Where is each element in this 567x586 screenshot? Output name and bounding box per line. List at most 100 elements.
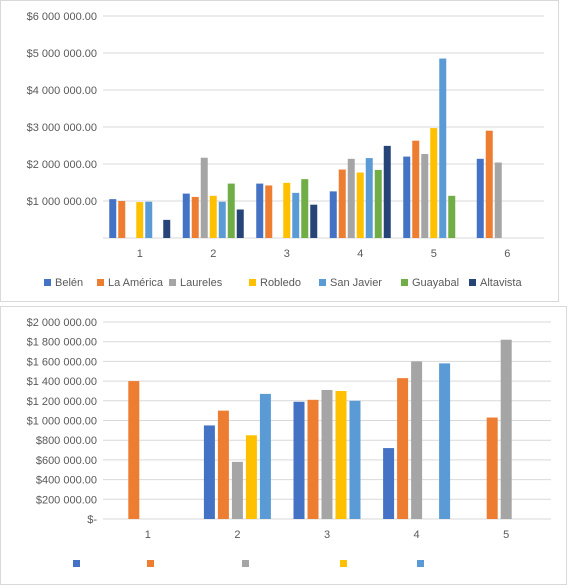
top-bar	[109, 199, 117, 238]
bottom-ytick-label: $800 000.00	[36, 435, 97, 447]
top-xtick-label: 1	[137, 248, 143, 260]
bottom-bar	[231, 461, 243, 519]
top-bar	[403, 156, 411, 238]
bottom-ytick-label: $400 000.00	[36, 475, 97, 487]
top-legend-swatch	[401, 279, 408, 286]
bottom-bar	[349, 400, 361, 519]
top-bar	[163, 219, 171, 238]
top-bar	[191, 196, 199, 238]
top-legend-label: Guayabal	[412, 277, 459, 289]
top-bar	[283, 182, 291, 238]
top-bar	[485, 130, 493, 238]
bottom-ytick-label: $200 000.00	[36, 494, 97, 506]
top-ytick-label: $2 000 000.00	[27, 159, 97, 171]
bottom-bar	[321, 389, 333, 519]
top-bar	[136, 202, 144, 238]
top-bar	[430, 128, 438, 238]
top-bar	[476, 158, 484, 238]
top-legend-label: La América	[108, 277, 164, 289]
top-legend-swatch	[469, 279, 476, 286]
bottom-legend-swatch	[417, 560, 424, 567]
top-bar	[374, 169, 382, 238]
top-bar	[329, 191, 337, 238]
bottom-legend-swatch	[73, 560, 80, 567]
bottom-bar	[245, 435, 257, 519]
top-bar	[421, 154, 429, 238]
top-legend-swatch	[97, 279, 104, 286]
chart-bottom: $- $200 000.00 $400 000.00 $600 000.00 $800 …	[0, 306, 567, 585]
top-bar	[209, 195, 217, 238]
bottom-ytick-label: $1 600 000.00	[27, 356, 97, 368]
bottom-bar	[500, 339, 512, 519]
bottom-bar	[397, 378, 409, 519]
top-bar	[200, 157, 208, 238]
bottom-legend-swatch	[147, 560, 154, 567]
top-legend-swatch	[169, 279, 176, 286]
top-ytick-label: $1 000 000.00	[27, 196, 97, 208]
top-ytick-label: $4 000 000.00	[27, 85, 97, 97]
bottom-xtick-label: 2	[234, 529, 240, 541]
bottom-ytick-label: $2 000 000.00	[27, 317, 97, 329]
top-legend-swatch	[249, 279, 256, 286]
top-bar	[310, 204, 318, 238]
top-bar	[338, 169, 346, 238]
top-bar	[218, 201, 226, 238]
bottom-xtick-label: 4	[414, 529, 420, 541]
top-bar	[347, 158, 355, 238]
bottom-legend-swatch	[340, 560, 347, 567]
bottom-bar	[128, 381, 140, 519]
top-legend-swatch	[44, 279, 51, 286]
chart-top: $1 000 000.00 $2 000 000.00 $3 000 000.00 $…	[0, 0, 559, 302]
bottom-bar	[486, 417, 498, 519]
bottom-legend-swatch	[242, 560, 249, 567]
top-bar	[494, 162, 502, 238]
top-legend-label: San Javier	[330, 277, 382, 289]
top-bar	[145, 201, 153, 238]
top-legend-label: Robledo	[260, 277, 301, 289]
top-bar	[182, 193, 190, 238]
chart-bottom-svg: $- $200 000.00 $400 000.00 $600 000.00 $800 …	[27, 317, 551, 567]
bottom-bar	[411, 361, 423, 519]
bottom-bar	[259, 393, 271, 519]
top-legend-label: Belén	[55, 277, 83, 289]
top-xtick-label: 6	[504, 248, 510, 260]
top-legend-swatch	[319, 279, 326, 286]
top-ytick-label: $6 000 000.00	[27, 11, 97, 23]
bottom-bar	[383, 448, 395, 519]
top-bar	[265, 185, 273, 238]
top-legend-label: Laureles	[180, 277, 223, 289]
bottom-bar	[203, 425, 215, 519]
top-bar	[439, 58, 447, 238]
top-bar	[118, 201, 126, 238]
chart-top-svg: $1 000 000.00 $2 000 000.00 $3 000 000.00 $…	[27, 11, 544, 289]
top-bar	[448, 195, 456, 238]
bottom-ytick-label: $1 800 000.00	[27, 337, 97, 349]
bottom-bar	[217, 410, 229, 519]
top-xtick-label: 5	[431, 248, 437, 260]
bottom-ytick-label: $-	[87, 514, 97, 526]
bottom-bar	[439, 363, 451, 519]
top-bar	[412, 140, 420, 238]
top-xtick-label: 2	[210, 248, 216, 260]
bottom-ytick-label: $1 200 000.00	[27, 396, 97, 408]
top-bar	[256, 183, 264, 238]
bottom-ytick-label: $1 400 000.00	[27, 376, 97, 388]
top-xtick-label: 3	[284, 248, 290, 260]
bottom-bar	[335, 390, 347, 519]
bottom-ytick-label: $600 000.00	[36, 455, 97, 467]
top-bar	[365, 158, 373, 238]
top-bar	[356, 172, 364, 238]
bottom-bar	[307, 399, 319, 519]
top-bar	[227, 183, 235, 238]
bottom-xtick-label: 3	[324, 529, 330, 541]
top-xtick-label: 4	[357, 248, 363, 260]
bottom-xtick-label: 5	[503, 529, 509, 541]
top-legend-label: Altavista	[480, 277, 522, 289]
top-bar	[383, 145, 391, 238]
top-bar	[292, 192, 300, 238]
top-ytick-label: $3 000 000.00	[27, 122, 97, 134]
bottom-ytick-label: $1 000 000.00	[27, 416, 97, 428]
top-bar	[301, 179, 309, 238]
top-ytick-label: $5 000 000.00	[27, 48, 97, 60]
bottom-xtick-label: 1	[145, 529, 151, 541]
